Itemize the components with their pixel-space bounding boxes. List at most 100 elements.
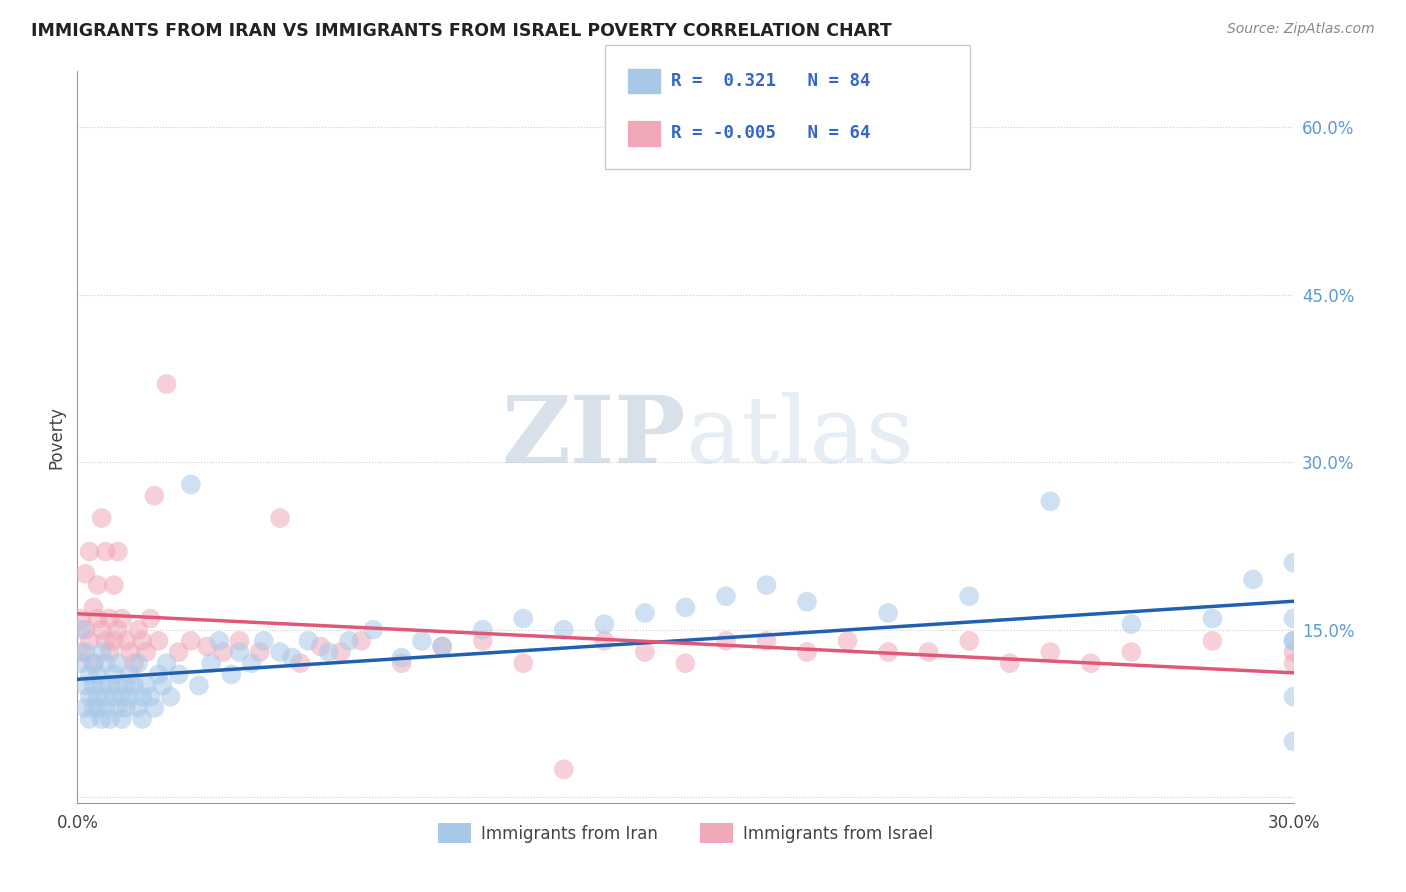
Point (70, 623, 93, 637)
Point (118, 645, 141, 659)
Point (118, 667, 141, 681)
Point (139, 690, 162, 704)
Point (877, 645, 900, 659)
Point (1201, 611, 1223, 625)
Point (269, 645, 291, 659)
Point (75, 701, 97, 715)
Point (143, 701, 166, 715)
Point (290, 657, 312, 671)
Point (135, 679, 157, 693)
Point (675, 600, 697, 615)
Legend: Immigrants from Iran, Immigrants from Israel: Immigrants from Iran, Immigrants from Is… (432, 817, 939, 849)
Point (83, 701, 105, 715)
Point (79, 712, 101, 726)
Point (127, 701, 149, 715)
Point (1039, 494, 1062, 508)
Point (118, 690, 141, 704)
Point (152, 679, 174, 693)
Point (98, 611, 121, 625)
Point (411, 633, 433, 648)
Point (1121, 645, 1143, 659)
Point (167, 667, 190, 681)
Point (167, 645, 190, 659)
Point (1282, 645, 1305, 659)
Y-axis label: Poverty: Poverty (48, 406, 66, 468)
Point (131, 633, 153, 648)
Text: atlas: atlas (686, 392, 915, 482)
Point (553, 762, 575, 776)
Point (115, 633, 138, 648)
Point (75, 679, 97, 693)
Point (131, 712, 153, 726)
Point (107, 679, 129, 693)
Point (1080, 657, 1102, 671)
Point (103, 633, 125, 648)
Point (212, 645, 235, 659)
Point (103, 690, 125, 704)
Point (1282, 633, 1305, 648)
Point (103, 667, 125, 681)
Point (107, 623, 129, 637)
Point (122, 679, 145, 693)
Point (127, 623, 149, 637)
Point (553, 623, 575, 637)
Point (86, 667, 108, 681)
Point (430, 640, 453, 654)
Point (111, 611, 134, 625)
Point (430, 640, 453, 654)
Point (79, 544, 101, 558)
Point (714, 633, 737, 648)
Point (148, 667, 170, 681)
Point (200, 657, 222, 671)
Point (94, 544, 117, 558)
Point (98, 645, 121, 659)
Point (139, 611, 162, 625)
Point (1282, 633, 1305, 648)
Point (512, 657, 534, 671)
Point (98, 679, 121, 693)
Text: IMMIGRANTS FROM IRAN VS IMMIGRANTS FROM ISRAEL POVERTY CORRELATION CHART: IMMIGRANTS FROM IRAN VS IMMIGRANTS FROM … (31, 22, 891, 40)
Point (318, 645, 340, 659)
Point (131, 690, 153, 704)
Point (755, 578, 778, 592)
Point (228, 645, 250, 659)
Point (86, 611, 108, 625)
Point (83, 657, 105, 671)
Point (70, 657, 93, 671)
Text: R =  0.321   N = 84: R = 0.321 N = 84 (671, 72, 870, 90)
Point (1282, 556, 1305, 570)
Point (957, 589, 980, 603)
Point (1121, 617, 1143, 632)
Point (1039, 645, 1062, 659)
Point (329, 645, 352, 659)
Point (195, 640, 218, 654)
Point (86, 690, 108, 704)
Point (75, 566, 97, 581)
Point (111, 712, 134, 726)
Point (1282, 734, 1305, 748)
Point (83, 600, 105, 615)
Point (755, 633, 778, 648)
Point (86, 701, 108, 715)
Point (111, 690, 134, 704)
Point (83, 679, 105, 693)
Text: ZIP: ZIP (501, 392, 686, 482)
Point (94, 633, 117, 648)
Point (796, 645, 818, 659)
Point (269, 511, 291, 525)
Point (221, 667, 243, 681)
Point (512, 611, 534, 625)
Point (714, 589, 737, 603)
Point (337, 633, 360, 648)
Point (391, 650, 413, 665)
Point (98, 712, 121, 726)
Point (1282, 690, 1305, 704)
Point (86, 578, 108, 592)
Point (837, 633, 859, 648)
Point (361, 623, 384, 637)
Point (122, 657, 145, 671)
Point (253, 633, 276, 648)
Point (70, 645, 93, 659)
Point (796, 595, 818, 609)
Point (957, 633, 980, 648)
